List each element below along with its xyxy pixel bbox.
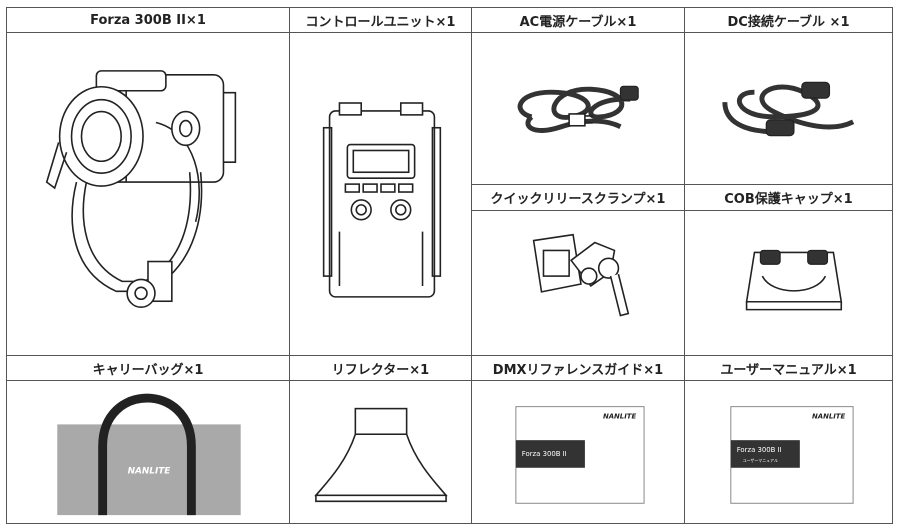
brand: NANLITE (603, 412, 637, 420)
reflector-illustration (314, 407, 448, 503)
image-cell (471, 210, 685, 356)
image-cell: NANLITE Forza 300B II (471, 380, 685, 524)
brand: NANLITE (128, 467, 171, 477)
header-cell: キャリーバッグ×1 (6, 355, 290, 381)
image-cell (289, 380, 472, 524)
doc-subtitle: ユーザーマニュアル (743, 458, 778, 463)
clamp-illustration (532, 233, 630, 317)
doc-title: Forza 300B II (522, 450, 567, 458)
bag-illustration: NANLITE (57, 393, 241, 516)
header-cell: COB保護キャップ×1 (684, 184, 893, 211)
guide-illustration: NANLITE Forza 300B II (515, 406, 645, 504)
manual-illustration: NANLITE Forza 300B II ユーザーマニュアル (730, 406, 854, 504)
image-cell (289, 32, 472, 356)
header-cell: ユーザーマニュアル×1 (684, 355, 893, 381)
header-cell: クイックリリースクランプ×1 (471, 184, 685, 211)
ac-cable-illustration (517, 85, 639, 133)
doc-title: Forza 300B II (737, 446, 782, 454)
header-cell: DC接続ケーブル ×1 (684, 7, 893, 33)
light-illustration (45, 70, 237, 308)
brand: NANLITE (812, 412, 846, 420)
header-cell: リフレクター×1 (289, 355, 472, 381)
control-unit-illustration (322, 102, 442, 298)
dc-cable-illustration (722, 81, 855, 137)
cob-cap-illustration (745, 249, 843, 311)
header-cell: コントロールユニット×1 (289, 7, 472, 33)
image-cell (684, 32, 893, 185)
image-cell (684, 210, 893, 356)
header-cell: DMXリファレンスガイド×1 (471, 355, 685, 381)
image-cell (6, 32, 290, 356)
image-cell: NANLITE Forza 300B II ユーザーマニュアル (684, 380, 893, 524)
image-cell (471, 32, 685, 185)
header-cell: AC電源ケーブル×1 (471, 7, 685, 33)
header-cell: Forza 300B II×1 (6, 7, 290, 33)
image-cell: NANLITE (6, 380, 290, 524)
